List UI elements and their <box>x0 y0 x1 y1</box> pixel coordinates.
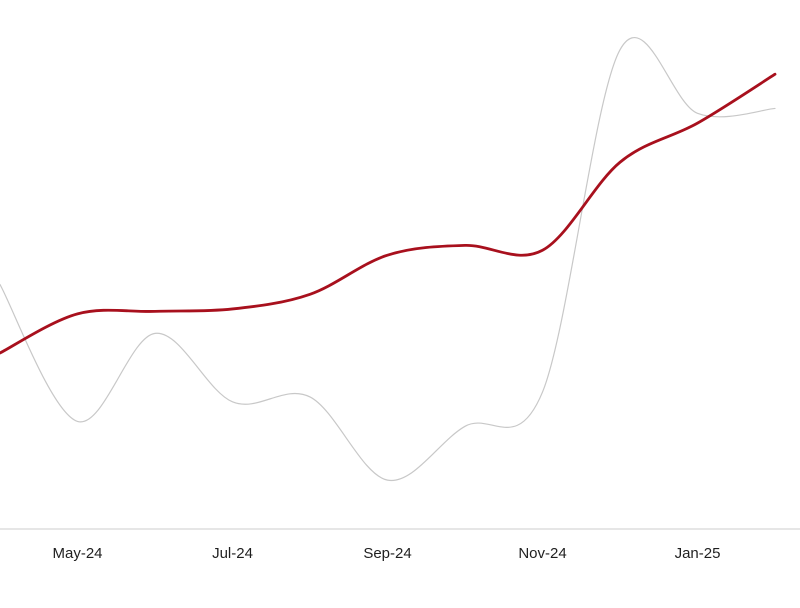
series-line-1 <box>0 72 777 355</box>
x-tick-label: Nov-24 <box>518 545 566 562</box>
x-tick-label: Jul-24 <box>212 545 253 562</box>
x-tick-label: Sep-24 <box>363 545 411 562</box>
series-line-2 <box>0 37 776 481</box>
x-tick-label: May-24 <box>52 545 102 562</box>
x-tick-labels: May-24 Jul-24 Sep-24 Nov-24 Jan-25 <box>52 545 720 562</box>
x-tick-label: Jan-25 <box>675 545 721 562</box>
series-layer <box>0 37 777 481</box>
